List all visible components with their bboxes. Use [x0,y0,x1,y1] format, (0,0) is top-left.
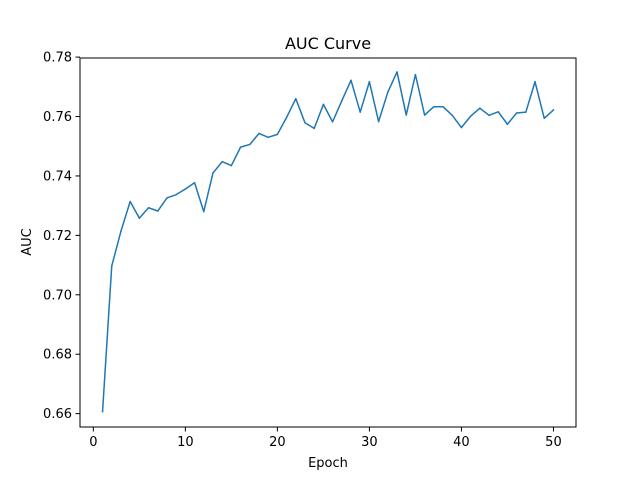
auc-data-point [387,91,389,93]
y-tick-label: 0.74 [43,169,72,184]
y-axis-label: AUC [20,228,35,256]
x-axis-label: Epoch [308,456,348,471]
x-tick-label: 40 [453,435,470,450]
auc-data-point [423,114,426,116]
y-tick-label: 0.68 [43,348,72,363]
auc-data-point [313,127,315,130]
y-tick-label: 0.70 [43,288,72,303]
auc-data-point [129,200,131,203]
auc-data-point [285,116,288,119]
auc-data-point [460,126,463,129]
auc-data-point [506,123,509,125]
auc-data-point [322,103,325,106]
auc-data-point [203,210,205,213]
auc-data-point [534,81,536,83]
x-tick-label: 20 [269,435,286,450]
auc-data-point [175,193,177,196]
auc-data-point [258,132,260,135]
auc-series-line [101,71,555,413]
auc-data-point [396,71,398,73]
auc-data-point [184,188,187,190]
auc-data-point [359,111,361,113]
auc-data-point [147,206,150,209]
auc-data-point [295,97,297,100]
auc-data-point [543,117,545,120]
auc-data-point [488,114,490,117]
y-tick-label: 0.66 [43,407,72,422]
auc-data-point [267,136,269,139]
auc-data-point [230,164,233,167]
auc-data-point [479,107,481,109]
auc-data-point [515,112,518,114]
y-tick-label: 0.72 [43,229,72,244]
auc-data-point [221,160,223,163]
x-tick-label: 0 [89,435,97,450]
auc-data-point [138,217,141,219]
auc-data-point [304,122,306,124]
auc-data-point [433,105,435,108]
chart-title: AUC Curve [285,34,371,53]
x-tick-label: 30 [361,435,378,450]
auc-data-point [212,172,214,174]
auc-data-point [331,121,334,123]
y-tick-label: 0.76 [43,110,72,125]
auc-data-point [166,197,168,199]
auc-data-point [552,109,555,111]
auc-data-point [451,114,453,117]
x-tick-label: 50 [545,435,562,450]
auc-data-point [249,143,251,146]
y-axis-ticks: 0.66 0.68 0.70 0.72 0.74 0.76 0.78 [43,51,80,422]
auc-data-point [239,146,242,148]
plot-area [101,71,555,413]
auc-data-point [111,265,113,267]
auc-data-point [469,115,472,117]
auc-data-point [414,73,417,76]
auc-data-point [193,182,196,184]
auc-data-point [525,111,527,113]
auc-data-point [101,410,104,413]
x-tick-label: 10 [177,435,194,450]
auc-data-point [157,210,159,212]
auc-data-point [350,79,352,82]
plot-frame [79,57,577,428]
x-axis-ticks: 0 10 20 30 40 50 [89,427,562,450]
auc-data-point [497,111,499,113]
auc-data-point [442,105,444,108]
auc-data-point [405,114,407,116]
auc-data-point [276,133,279,136]
auc-data-point [368,81,371,83]
auc-data-point [377,120,380,123]
auc-data-point [341,100,343,102]
auc-data-point [120,230,122,232]
y-tick-label: 0.78 [43,51,72,66]
